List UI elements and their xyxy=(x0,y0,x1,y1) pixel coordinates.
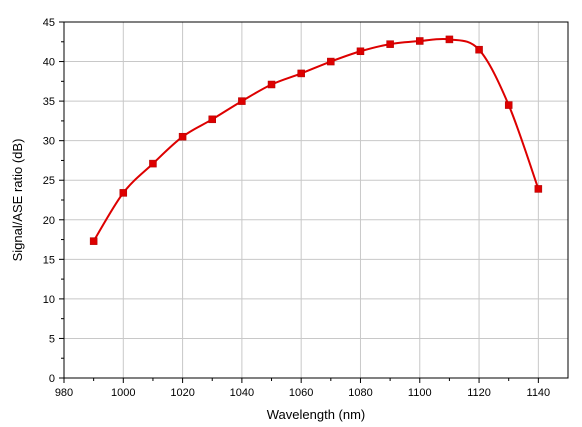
data-point xyxy=(149,159,157,168)
y-tick-label: 30 xyxy=(43,136,55,148)
plot-area-frame xyxy=(63,21,569,379)
data-point xyxy=(386,40,394,48)
x-tick-label: 1000 xyxy=(111,387,135,399)
data-point xyxy=(475,45,483,54)
data-point xyxy=(208,115,216,124)
data-point xyxy=(119,189,128,197)
y-tick-label: 20 xyxy=(43,215,55,227)
x-tick-label: 1080 xyxy=(348,387,372,399)
y-axis-title: Signal/ASE ratio (dB) xyxy=(10,139,25,262)
x-axis-title: Wavelength (nm) xyxy=(267,407,366,422)
axis-ticks xyxy=(59,21,539,383)
y-tick-label: 5 xyxy=(49,333,55,345)
data-point xyxy=(327,57,335,66)
y-tick-label: 10 xyxy=(43,294,55,306)
data-point xyxy=(297,69,305,78)
grid xyxy=(63,21,568,379)
x-tick-label: 1140 xyxy=(527,387,551,399)
data-point xyxy=(416,37,424,45)
x-tick-label: 1020 xyxy=(170,387,194,399)
x-tick-label: 1060 xyxy=(289,387,313,399)
y-tick-labels: 0 5 10 15 20 25 30 35 40 45 xyxy=(43,17,55,385)
data-point xyxy=(267,80,276,89)
x-tick-label: 1040 xyxy=(230,387,254,399)
x-tick-label: 1120 xyxy=(467,387,491,399)
y-tick-label: 15 xyxy=(43,254,55,266)
data-markers xyxy=(89,35,543,245)
y-tick-label: 35 xyxy=(43,96,55,108)
data-point xyxy=(238,97,246,105)
data-point xyxy=(356,47,365,56)
data-point xyxy=(534,185,543,193)
x-tick-labels: 980 1000 1020 1040 1060 1080 1100 1120 1140 xyxy=(55,387,550,399)
data-point xyxy=(89,237,98,245)
data-point xyxy=(504,101,513,109)
y-tick-label: 40 xyxy=(43,57,55,69)
data-point xyxy=(445,35,454,44)
data-point xyxy=(178,132,187,141)
x-tick-label: 1100 xyxy=(408,387,432,399)
y-tick-label: 0 xyxy=(49,373,55,385)
x-tick-label: 980 xyxy=(55,387,73,399)
series-line xyxy=(92,37,540,242)
y-tick-label: 25 xyxy=(43,175,55,187)
y-tick-label: 45 xyxy=(43,17,55,29)
